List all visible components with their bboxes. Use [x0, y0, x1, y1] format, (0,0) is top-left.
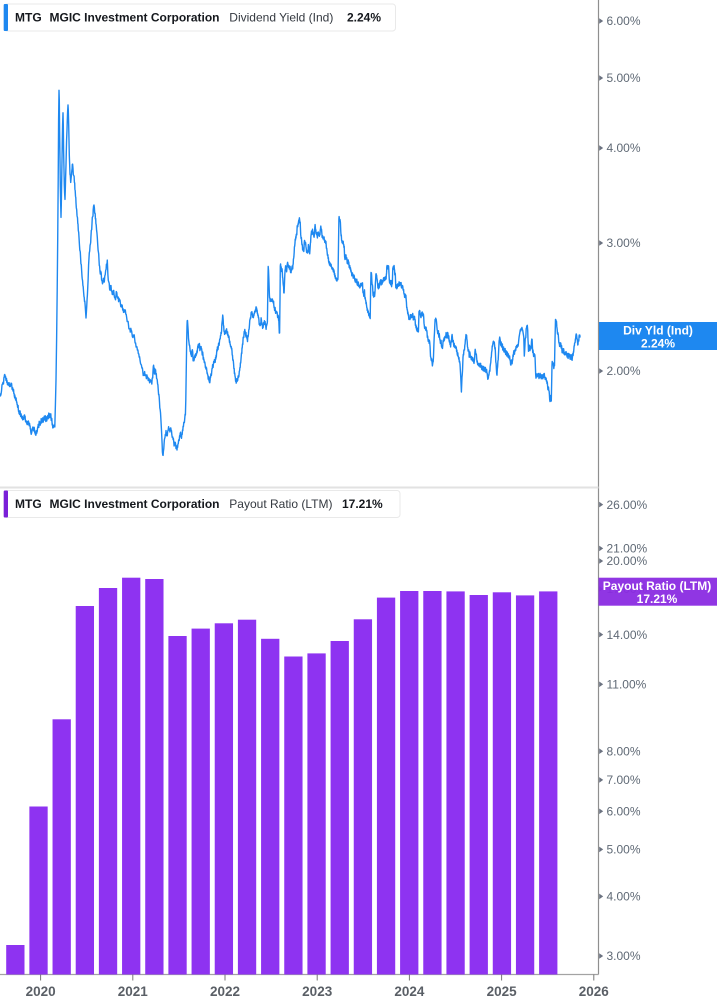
svg-text:Dividend Yield (Ind): Dividend Yield (Ind)	[229, 11, 333, 25]
svg-text:7.00%: 7.00%	[607, 773, 641, 787]
svg-text:2.24%: 2.24%	[641, 337, 675, 351]
svg-text:20.00%: 20.00%	[607, 554, 648, 568]
svg-text:2020: 2020	[26, 984, 56, 999]
svg-text:2.00%: 2.00%	[607, 364, 641, 378]
svg-text:8.00%: 8.00%	[607, 744, 641, 758]
svg-text:MGIC Investment Corporation: MGIC Investment Corporation	[50, 11, 220, 25]
svg-text:Div Yld (Ind): Div Yld (Ind)	[623, 324, 693, 338]
svg-text:14.00%: 14.00%	[607, 628, 648, 642]
svg-text:2026: 2026	[579, 984, 610, 999]
svg-text:MGIC Investment Corporation: MGIC Investment Corporation	[50, 497, 220, 511]
svg-text:3.00%: 3.00%	[607, 236, 641, 250]
svg-text:2025: 2025	[487, 984, 518, 999]
svg-text:MTG: MTG	[15, 497, 42, 511]
svg-text:26.00%: 26.00%	[607, 498, 648, 512]
svg-text:3.00%: 3.00%	[607, 949, 641, 963]
svg-text:2023: 2023	[302, 984, 333, 999]
svg-text:4.00%: 4.00%	[607, 141, 641, 155]
svg-text:6.00%: 6.00%	[607, 805, 641, 819]
svg-text:21.00%: 21.00%	[607, 542, 648, 556]
svg-text:4.00%: 4.00%	[607, 890, 641, 904]
svg-text:MTG: MTG	[15, 11, 42, 25]
svg-text:Payout Ratio (LTM): Payout Ratio (LTM)	[603, 579, 711, 593]
svg-text:Payout Ratio (LTM): Payout Ratio (LTM)	[229, 497, 332, 511]
svg-text:11.00%: 11.00%	[607, 678, 647, 692]
svg-text:17.21%: 17.21%	[637, 592, 678, 606]
svg-text:17.21%: 17.21%	[342, 497, 383, 511]
svg-text:2022: 2022	[210, 984, 240, 999]
svg-text:2021: 2021	[118, 984, 149, 999]
svg-text:5.00%: 5.00%	[607, 71, 641, 85]
svg-text:2024: 2024	[394, 984, 425, 999]
svg-text:6.00%: 6.00%	[607, 14, 641, 28]
svg-text:5.00%: 5.00%	[607, 843, 641, 857]
svg-text:2.24%: 2.24%	[347, 11, 381, 25]
